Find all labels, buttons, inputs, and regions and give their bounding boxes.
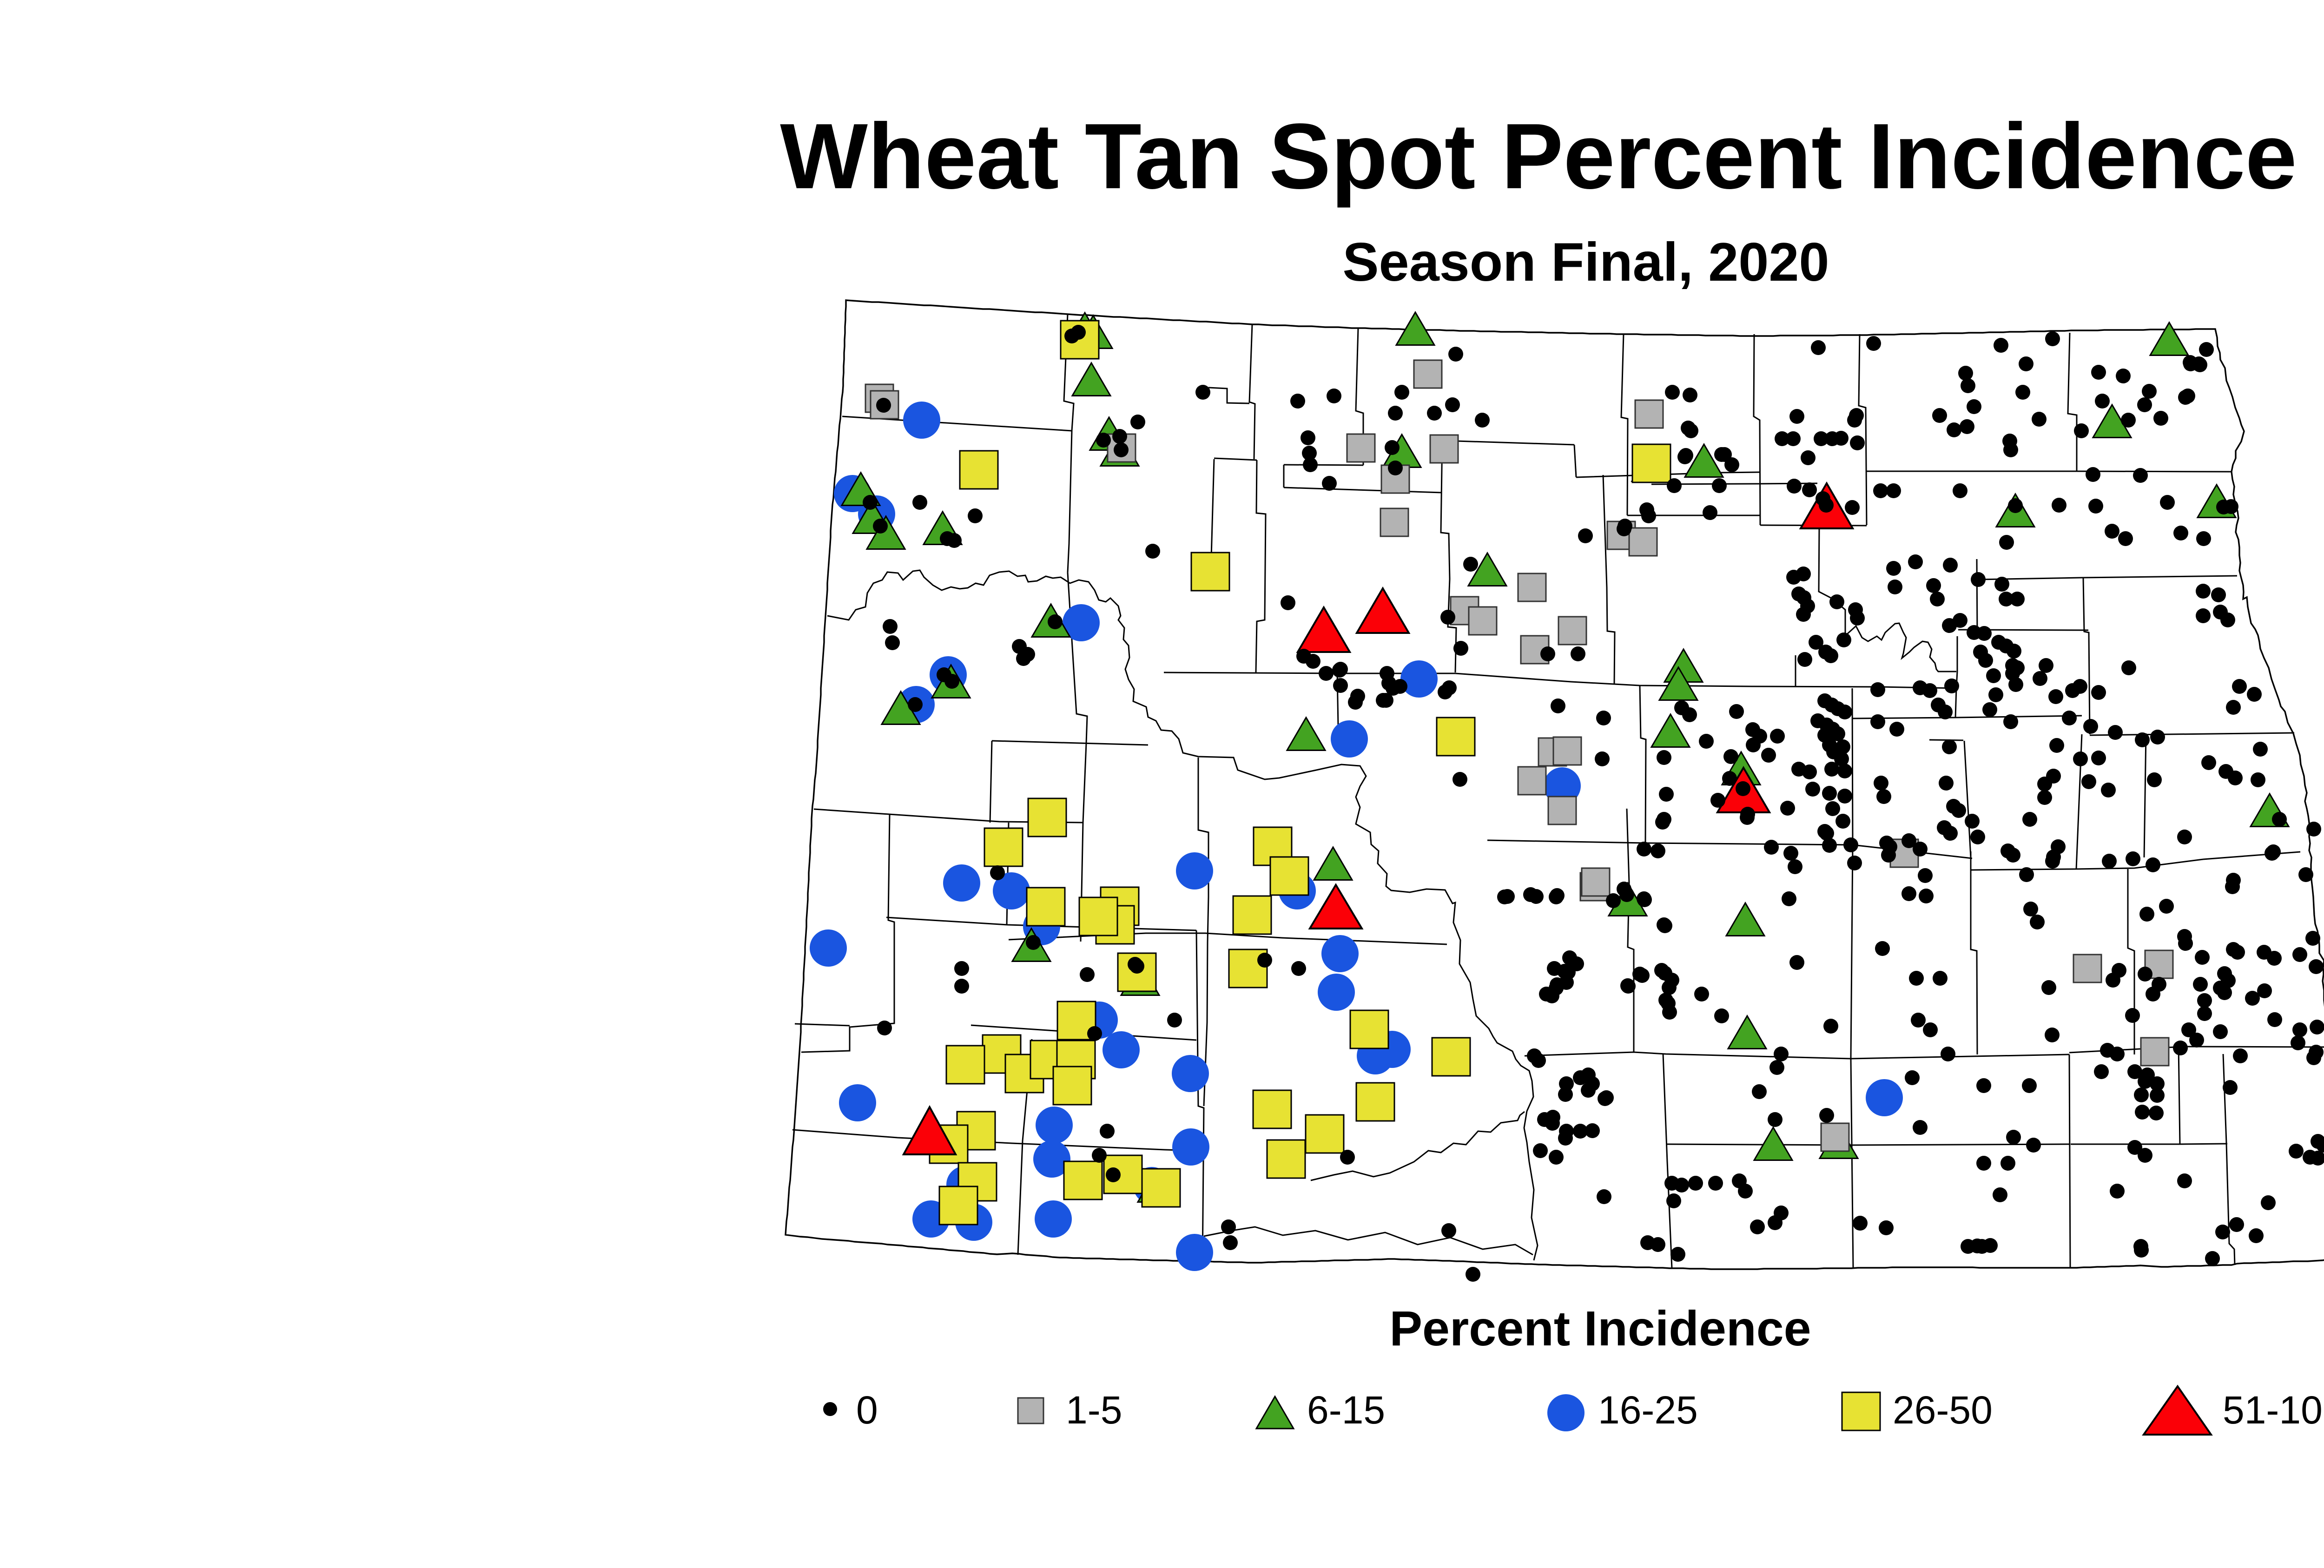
svg-text:16-25: 16-25	[1598, 1388, 1698, 1432]
svg-text:1-5: 1-5	[1066, 1388, 1122, 1432]
svg-text:0: 0	[856, 1388, 878, 1432]
svg-text:Percent Incidence: Percent Incidence	[1389, 1301, 1811, 1356]
svg-text:26-50: 26-50	[1893, 1388, 1993, 1432]
svg-text:6-15: 6-15	[1307, 1388, 1385, 1432]
svg-text:51-100: 51-100	[2223, 1388, 2324, 1432]
svg-text:Wheat Tan Spot Percent Inciden: Wheat Tan Spot Percent Incidence	[780, 105, 2297, 208]
svg-text:Season Final, 2020: Season Final, 2020	[1342, 231, 1829, 292]
